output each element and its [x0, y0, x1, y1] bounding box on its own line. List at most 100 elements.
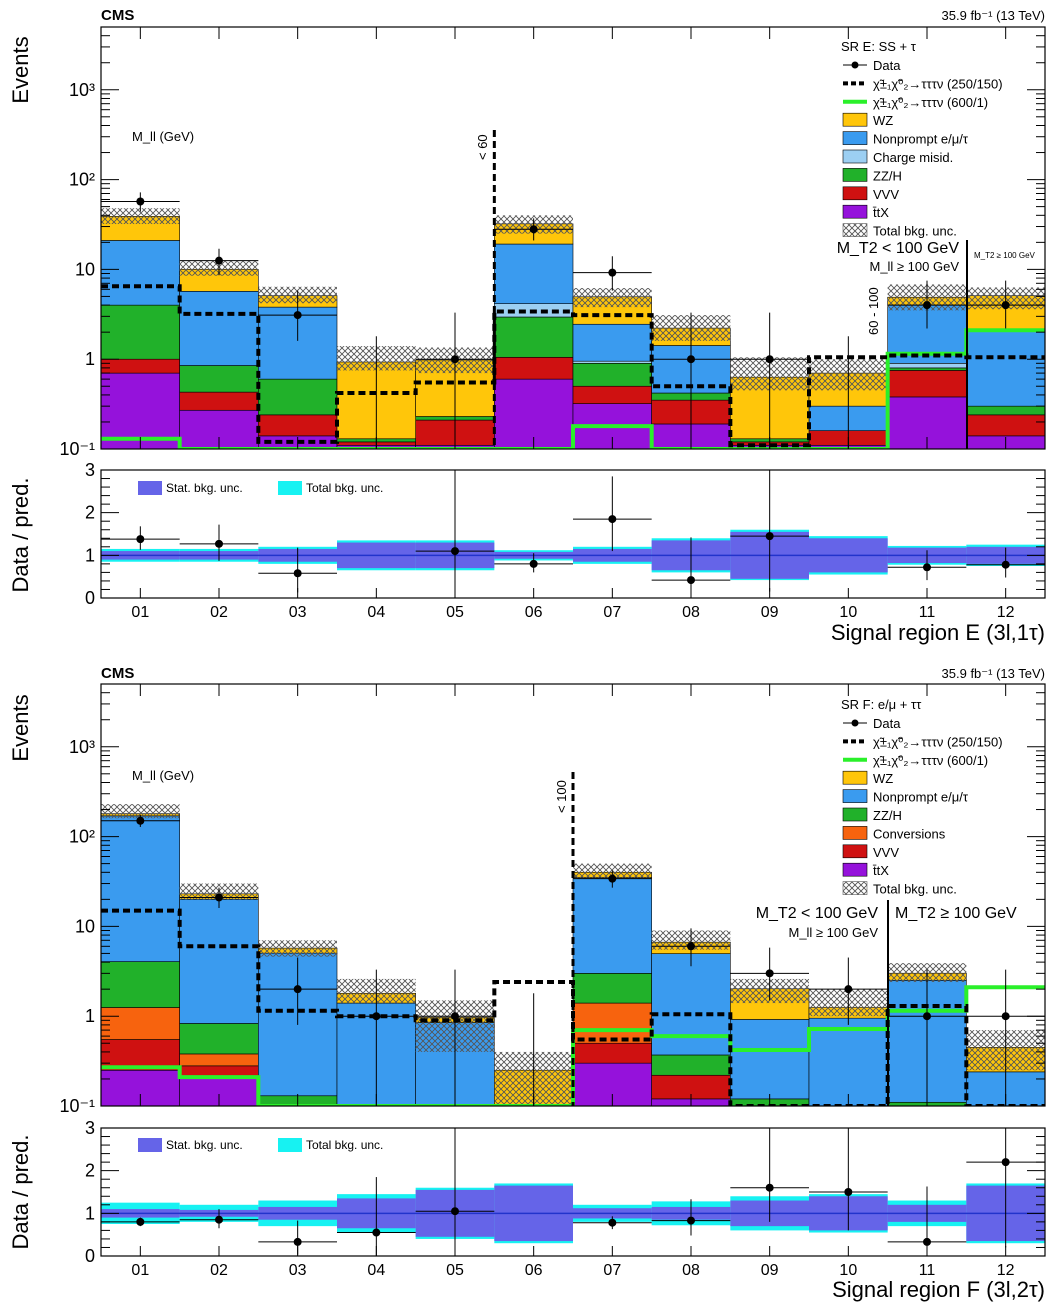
- data-point-07: [608, 268, 617, 277]
- lt100-label: < 100: [554, 780, 569, 813]
- x-tick-label-03: 03: [289, 1262, 307, 1279]
- ratio-frame-f: [100, 1127, 1046, 1257]
- ratio-point-01: [136, 535, 145, 544]
- bar-zzh-08: [651, 1054, 731, 1076]
- bar-ttx-01: [101, 372, 180, 449]
- lt60-label: < 60: [475, 134, 490, 160]
- bar-conversions-02: [179, 1053, 259, 1067]
- bar-ttx-11: [887, 1105, 967, 1106]
- bar-zzh-03: [258, 378, 338, 416]
- x-tick-label-02: 02: [210, 1262, 228, 1279]
- legend-swatch-wz: [842, 770, 868, 785]
- ratio-point-03: [293, 569, 302, 578]
- bar-vvv-02: [179, 391, 259, 411]
- legend-label: Nonprompt e/μ/τ: [873, 132, 969, 147]
- bar-nonprompt-10: [808, 1017, 888, 1106]
- bar-nonprompt-01: [101, 815, 180, 962]
- data-point-02: [215, 256, 223, 265]
- x-tick-label-08: 08: [682, 604, 700, 621]
- data-point-08: [687, 355, 695, 364]
- legend-label: ZZ/H: [873, 168, 902, 183]
- ratio-frame-e: [100, 469, 1046, 599]
- ratio-point-11: [923, 1237, 931, 1246]
- range-60-100-label: 60 - 100: [866, 287, 881, 335]
- bar-vvv-12: [966, 414, 1045, 437]
- legend-swatch-ttx: [842, 204, 868, 219]
- cms-label: CMS: [101, 7, 134, 24]
- x-tick-label-04: 04: [367, 1262, 385, 1279]
- legend-label: Total bkg. unc.: [873, 224, 957, 239]
- legend-swatch-vvv: [842, 186, 868, 201]
- data-point-08: [687, 942, 695, 951]
- panel-e: CMS 35.9 fb⁻¹ (13 TeV) Events 10⁻¹11010²…: [8, 7, 1046, 645]
- legend-f: SR F: e/μ + ττ Data χ̃±₁χ̃⁰₂→τττν (250/15…: [841, 697, 1003, 897]
- bar-ttx-12: [966, 1105, 1045, 1106]
- ratio-point-08: [687, 576, 695, 585]
- data-point-12: [1001, 1012, 1010, 1021]
- legend-title: SR E: SS + τ: [841, 39, 917, 54]
- legend-label: Nonprompt e/μ/τ: [873, 790, 969, 805]
- bar-zzh-02: [179, 365, 259, 393]
- data-point-09: [765, 355, 774, 364]
- y-ticks-e: 10⁻¹ 1 10 10² 10³: [59, 26, 1045, 459]
- bar-conversions-07: [572, 1002, 652, 1044]
- unc-band-07: [573, 288, 652, 308]
- x-tick-label-07: 07: [603, 604, 621, 621]
- panel-f: CMS 35.9 fb⁻¹ (13 TeV) Events 10⁻¹11010²…: [8, 665, 1046, 1302]
- legend-swatch-unc: [842, 881, 868, 895]
- x-tick-label-11: 11: [919, 1262, 936, 1279]
- ratio-legend-e: Stat. bkg. unc. Total bkg. unc.: [138, 481, 383, 495]
- ratio-point-07: [608, 515, 617, 524]
- stat-unc-label: Stat. bkg. unc.: [166, 481, 243, 495]
- legend-label: WZ: [873, 113, 893, 128]
- ratio-point-12: [1001, 560, 1010, 569]
- bar-zzh-07: [572, 973, 652, 1004]
- bar-zzh-12: [966, 405, 1045, 416]
- data-point-05: [451, 355, 459, 364]
- x-tick-label-01: 01: [131, 1262, 149, 1279]
- data-point-01: [136, 816, 145, 825]
- bar-nonprompt-02: [179, 291, 259, 366]
- data-point-03: [293, 985, 302, 994]
- mt2-low-label: M_T2 < 100 GeV: [837, 240, 960, 257]
- x-axis-title: Signal region E (3l,1τ): [831, 620, 1045, 645]
- ratio-legend-f: Stat. bkg. unc. Total bkg. unc.: [138, 1138, 383, 1152]
- x-tick-label-02: 02: [210, 604, 228, 621]
- unc-band-01: [101, 208, 180, 225]
- data-point-07: [608, 874, 617, 883]
- total-unc-swatch: [278, 481, 302, 495]
- unc-band-01: [101, 804, 180, 819]
- legend-data-dot: [851, 61, 859, 69]
- x-tick-label-12: 12: [997, 604, 1015, 621]
- legend-label: Charge misid.: [873, 150, 953, 165]
- stat-unc-swatch: [138, 1138, 162, 1152]
- ratio-tick-label: 3: [85, 1118, 95, 1138]
- stat-unc-label: Stat. bkg. unc.: [166, 1138, 243, 1152]
- ratio-y-axis-title: Data / pred.: [8, 478, 33, 593]
- y-axis-title: Events: [8, 36, 33, 103]
- ratio-tick-label: 2: [85, 1161, 95, 1181]
- legend-label: ZZ/H: [873, 808, 902, 823]
- data-point-10: [844, 985, 853, 994]
- mll-label: M_ll (GeV): [132, 129, 194, 144]
- mt2-high-label: M_T2 ≥ 100 GeV: [895, 905, 1017, 922]
- bar-nonprompt-07: [572, 323, 652, 362]
- x-tick-label-11: 11: [919, 604, 936, 621]
- legend-label: χ̃±₁χ̃⁰₂→τττν (250/150): [873, 76, 1003, 91]
- y-tick-label: 10²: [69, 170, 95, 190]
- legend-data-dot: [851, 719, 859, 727]
- y-tick-label: 10: [75, 916, 95, 936]
- data-point-02: [215, 893, 223, 902]
- bar-vvv-01: [101, 358, 180, 374]
- bar-zzh-07: [572, 363, 652, 387]
- bar-vvv-07: [572, 385, 652, 404]
- bar-conversions-01: [101, 1007, 180, 1040]
- legend-label: t̄tX: [873, 863, 890, 878]
- legend-label: Data: [873, 58, 901, 73]
- bar-misid-07: [572, 360, 652, 364]
- x-tick-label-05: 05: [446, 1262, 464, 1279]
- bar-ttx-03: [258, 1105, 338, 1106]
- x-tick-label-08: 08: [682, 1262, 700, 1279]
- legend-swatch-zzh: [842, 807, 868, 822]
- bar-misid-11: [887, 363, 967, 369]
